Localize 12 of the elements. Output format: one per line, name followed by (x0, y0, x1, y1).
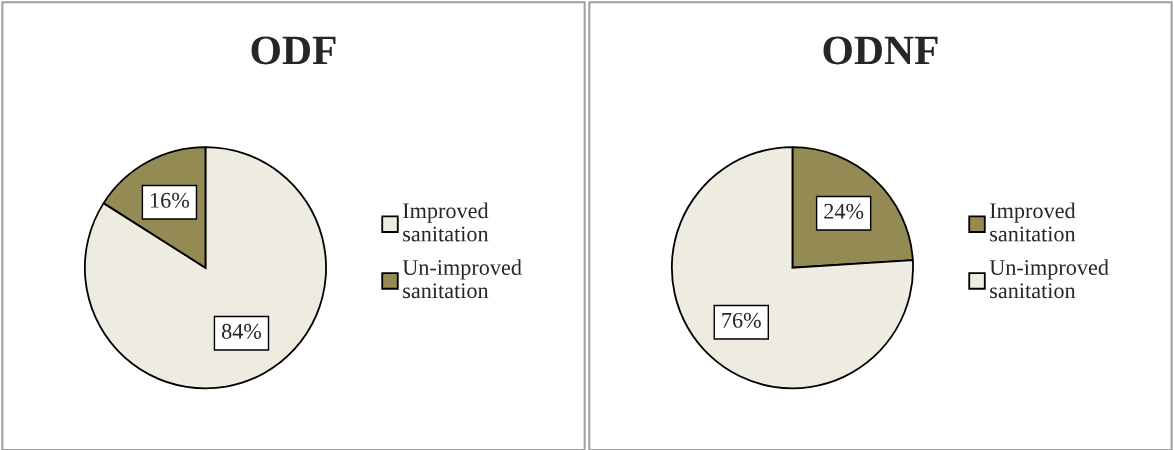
legend-label: Improved sanitation (403, 202, 489, 242)
data-label: 16% (151, 192, 190, 208)
data-label: 84% (221, 323, 262, 339)
chart-title: ODNF (823, 36, 938, 65)
legend-label: Improved sanitation (990, 202, 1076, 242)
legend-label: Un-improved sanitation (402, 259, 522, 299)
data-label: 76% (722, 312, 761, 328)
data-label: 24% (824, 203, 864, 219)
chart-title: ODF (251, 36, 336, 65)
legend-label: Un-improved sanitation (989, 259, 1109, 299)
pie-slice (83, 146, 327, 390)
pie-slice (670, 146, 914, 390)
